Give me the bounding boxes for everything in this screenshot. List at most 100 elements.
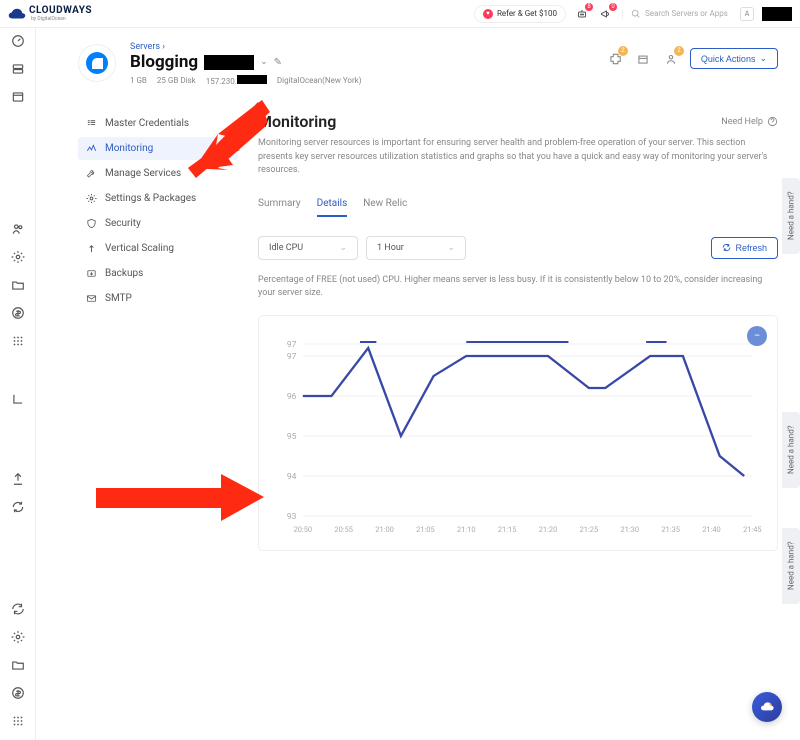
- dollar-icon[interactable]: [11, 306, 25, 320]
- box-icon-button[interactable]: [634, 50, 652, 68]
- sidenav-item-label: Vertical Scaling: [105, 243, 174, 254]
- user-icon-button[interactable]: 2: [662, 50, 680, 68]
- svg-text:97: 97: [287, 352, 297, 362]
- chevron-down-icon[interactable]: ⌄: [260, 57, 268, 67]
- search-icon: [631, 9, 641, 19]
- svg-text:21:15: 21:15: [498, 525, 517, 534]
- shield-icon: [86, 218, 97, 229]
- sidenav-item-credentials[interactable]: Master Credentials: [78, 112, 238, 135]
- gear2-icon[interactable]: [11, 630, 25, 644]
- brand-logo[interactable]: CLOUDWAYS by DigitalOcean: [8, 5, 92, 22]
- help-side-tab[interactable]: Need a hand?: [782, 412, 800, 488]
- heart-icon: ♥: [483, 9, 493, 19]
- gauge-icon[interactable]: [11, 34, 25, 48]
- backup-icon: [86, 268, 97, 279]
- plugin-icon-button[interactable]: 2: [606, 50, 624, 68]
- sidenav-item-gear[interactable]: Settings & Packages: [78, 187, 238, 210]
- folder-icon[interactable]: [11, 278, 25, 292]
- quick-actions-button[interactable]: Quick Actions ⌄: [690, 48, 778, 69]
- refer-label: Refer & Get $100: [497, 9, 557, 18]
- tab-details[interactable]: Details: [317, 198, 348, 217]
- range-select[interactable]: 1 Hour ⌄: [366, 236, 466, 260]
- sync-icon[interactable]: [11, 602, 25, 616]
- grid2-icon[interactable]: [11, 714, 25, 728]
- sidenav-item-label: Settings & Packages: [105, 193, 196, 204]
- brand-subtitle: by DigitalOcean: [31, 16, 92, 22]
- sidenav-item-monitoring[interactable]: Monitoring: [78, 137, 238, 160]
- tab-summary[interactable]: Summary: [258, 198, 301, 217]
- breadcrumb[interactable]: Servers ›: [130, 42, 592, 52]
- chevron-down-icon: ⌄: [339, 243, 347, 253]
- svg-text:95: 95: [287, 432, 297, 442]
- digitalocean-icon: [86, 52, 108, 74]
- sidenav-item-label: Monitoring: [105, 143, 153, 154]
- chat-fab[interactable]: [752, 692, 782, 722]
- svg-text:21:45: 21:45: [743, 525, 762, 534]
- sidenav-item-label: Manage Services: [105, 168, 181, 179]
- chart-collapse-button[interactable]: −: [747, 326, 767, 346]
- chevron-down-icon: ⌄: [759, 53, 767, 64]
- sidenav-item-label: SMTP: [105, 293, 132, 304]
- window-icon[interactable]: [11, 90, 25, 104]
- refer-button[interactable]: ♥ Refer & Get $100: [474, 5, 566, 23]
- metric-description: Percentage of FREE (not used) CPU. Highe…: [258, 274, 778, 301]
- help-side-tab[interactable]: Need a hand?: [782, 178, 800, 254]
- sidenav-item-scale[interactable]: Vertical Scaling: [78, 237, 238, 260]
- spec-disk: 25 GB Disk: [157, 76, 196, 85]
- avatar-button[interactable]: A: [740, 7, 754, 21]
- page-description: Monitoring server resources is important…: [258, 137, 778, 178]
- bracket-icon[interactable]: [11, 392, 25, 406]
- svg-text:93: 93: [287, 512, 297, 522]
- megaphone-icon-button[interactable]: 0: [598, 6, 614, 22]
- spec-ram: 1 GB: [130, 76, 147, 85]
- help-icon: [767, 116, 778, 127]
- tab-new-relic[interactable]: New Relic: [363, 198, 407, 217]
- users-icon[interactable]: [11, 222, 25, 236]
- edit-icon[interactable]: ✎: [274, 57, 282, 68]
- sidenav-item-label: Security: [105, 218, 141, 229]
- topbar: CLOUDWAYS by DigitalOcean ♥ Refer & Get …: [0, 0, 800, 28]
- sidenav-item-shield[interactable]: Security: [78, 212, 238, 235]
- svg-text:21:20: 21:20: [539, 525, 558, 534]
- brand-name: CLOUDWAYS: [29, 5, 92, 16]
- server-name: Blogging: [130, 52, 198, 72]
- svg-text:20:50: 20:50: [294, 525, 313, 534]
- redacted-block: [762, 7, 792, 21]
- sidenav-item-wrench[interactable]: Manage Services: [78, 162, 238, 185]
- range-select-value: 1 Hour: [377, 243, 404, 253]
- help-side-tab[interactable]: Need a hand?: [782, 528, 800, 604]
- help-link[interactable]: Need Help: [721, 116, 778, 127]
- page-title: Monitoring: [258, 112, 336, 131]
- dollar2-icon[interactable]: [11, 686, 25, 700]
- share-icon[interactable]: [11, 472, 25, 486]
- spec-provider: DigitalOcean(New York): [277, 76, 362, 85]
- server-provider-icon: [78, 44, 116, 82]
- chevron-down-icon: ⌄: [447, 243, 455, 253]
- gear-icon[interactable]: [11, 250, 25, 264]
- sidenav-item-backup[interactable]: Backups: [78, 262, 238, 285]
- help-label: Need Help: [721, 117, 763, 127]
- bot-icon-button[interactable]: 8: [574, 6, 590, 22]
- folder2-icon[interactable]: [11, 658, 25, 672]
- main-content: Servers › Blogging ⌄ ✎ 1 GB 25 GB Disk 1…: [36, 28, 800, 740]
- user-badge: 2: [674, 46, 684, 56]
- sidenav-item-label: Master Credentials: [105, 118, 189, 129]
- refresh-icon[interactable]: [11, 500, 25, 514]
- cloud-icon: [8, 8, 26, 20]
- svg-text:96: 96: [287, 392, 297, 402]
- sidenav-item-mail[interactable]: SMTP: [78, 287, 238, 310]
- metric-select[interactable]: Idle CPU ⌄: [258, 236, 358, 260]
- svg-text:94: 94: [287, 472, 297, 482]
- redacted-block: [204, 55, 254, 70]
- gear-icon: [86, 193, 97, 204]
- search-input[interactable]: Search Servers or Apps: [622, 9, 732, 19]
- search-placeholder: Search Servers or Apps: [645, 9, 728, 18]
- refresh-button[interactable]: Refresh: [711, 237, 778, 259]
- content-panel: Monitoring Need Help Monitoring server r…: [258, 112, 778, 551]
- left-rail: [0, 28, 36, 740]
- scale-icon: [86, 243, 97, 254]
- grid-icon[interactable]: [11, 334, 25, 348]
- spec-ip-prefix: 157.230.: [206, 77, 237, 86]
- bot-badge: 8: [585, 3, 593, 11]
- server-icon[interactable]: [11, 62, 25, 76]
